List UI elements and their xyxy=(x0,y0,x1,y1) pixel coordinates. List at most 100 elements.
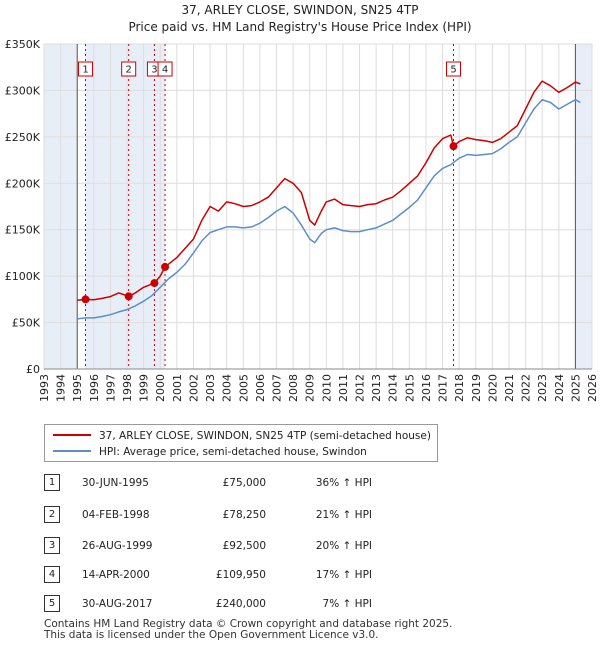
x-tick-label: 2013 xyxy=(370,374,383,402)
x-tick-label: 2008 xyxy=(287,374,300,402)
sale-label: 1 xyxy=(82,65,88,76)
table-row: 5 30-AUG-2017 £240,000 7% ↑ HPI xyxy=(0,595,600,613)
sale-label-border xyxy=(157,61,173,77)
footer-line-2: This data is licensed under the Open Gov… xyxy=(44,629,379,641)
tx-number: 3 xyxy=(44,537,60,554)
legend-label-price: 37, ARLEY CLOSE, SWINDON, SN25 4TP (semi… xyxy=(99,430,431,442)
x-tick-label: 2011 xyxy=(337,374,350,402)
sale-label-box: 2 xyxy=(121,61,137,77)
sale-label-border xyxy=(446,61,462,77)
x-tick-label: 2000 xyxy=(154,374,167,402)
price-paid-line xyxy=(77,80,581,302)
tx-number: 1 xyxy=(44,474,60,491)
footer: Contains HM Land Registry data © Crown c… xyxy=(44,619,452,641)
tx-price: £240,000 xyxy=(215,598,266,610)
tx-price: £92,500 xyxy=(222,540,266,552)
y-tick-label: £50K xyxy=(12,317,41,330)
x-tick-label: 2023 xyxy=(536,374,549,402)
x-tick-label: 2014 xyxy=(387,374,400,402)
tx-number: 5 xyxy=(44,595,60,612)
sale-point xyxy=(449,142,458,151)
tx-hpi: 36% ↑ HPI xyxy=(315,477,372,489)
tx-number: 4 xyxy=(44,566,60,583)
legend-item-price: 37, ARLEY CLOSE, SWINDON, SN25 4TP (semi… xyxy=(53,428,431,444)
x-tick-label: 2009 xyxy=(304,374,317,402)
legend-label-hpi: HPI: Average price, semi-detached house,… xyxy=(99,446,367,458)
tx-date: 30-AUG-2017 xyxy=(82,598,153,610)
sale-label: 3 xyxy=(151,65,157,76)
sale-label-box: 5 xyxy=(446,61,462,77)
x-tick-label: 2015 xyxy=(403,374,416,402)
sale-label-border xyxy=(78,61,94,77)
y-tick-label: £300K xyxy=(5,84,41,97)
x-tick-label: 2021 xyxy=(503,374,516,402)
x-tick-label: 1997 xyxy=(104,374,117,402)
x-tick-label: 1995 xyxy=(71,374,84,402)
legend-swatch-hpi xyxy=(53,450,91,452)
x-tick-label: 2007 xyxy=(270,374,283,402)
x-tick-label: 2019 xyxy=(470,374,483,402)
x-tick-label: 2020 xyxy=(486,374,499,402)
sale-point xyxy=(124,292,133,301)
sale-label-border xyxy=(121,61,137,77)
tx-hpi: 20% ↑ HPI xyxy=(315,540,372,552)
x-tick-label: 2016 xyxy=(420,374,433,402)
x-tick-label: 2012 xyxy=(354,374,367,402)
tx-hpi: 17% ↑ HPI xyxy=(315,569,372,581)
x-tick-label: 2004 xyxy=(221,374,234,402)
x-tick-label: 1996 xyxy=(88,374,101,402)
x-tick-label: 2005 xyxy=(237,374,250,402)
tx-hpi: 21% ↑ HPI xyxy=(315,509,372,521)
y-tick-label: £0 xyxy=(26,363,40,376)
tx-number: 2 xyxy=(44,506,60,523)
x-tick-label: 2024 xyxy=(553,374,566,402)
sale-point xyxy=(150,279,159,288)
tx-date: 14-APR-2000 xyxy=(82,569,150,581)
x-tick-label: 1998 xyxy=(121,374,134,402)
tx-price: £78,250 xyxy=(222,509,266,521)
table-row: 3 26-AUG-1999 £92,500 20% ↑ HPI xyxy=(0,537,600,555)
x-tick-label: 2026 xyxy=(586,374,599,402)
sale-point xyxy=(81,295,90,304)
x-tick-label: 2006 xyxy=(254,374,267,402)
title-line-1: 37, ARLEY CLOSE, SWINDON, SN25 4TP xyxy=(181,3,419,17)
sale-label-box: 1 xyxy=(78,61,94,77)
sale-point xyxy=(161,262,170,271)
table-row: 4 14-APR-2000 £109,950 17% ↑ HPI xyxy=(0,566,600,584)
x-tick-label: 2018 xyxy=(453,374,466,402)
x-tick-label: 2010 xyxy=(320,374,333,402)
forecast-shade xyxy=(575,44,592,369)
x-tick-label: 2002 xyxy=(187,374,200,402)
table-row: 2 04-FEB-1998 £78,250 21% ↑ HPI xyxy=(0,506,600,524)
tx-date: 04-FEB-1998 xyxy=(82,509,150,521)
sale-label-box: 4 xyxy=(157,61,173,77)
legend-item-hpi: HPI: Average price, semi-detached house,… xyxy=(53,444,367,460)
y-tick-label: £200K xyxy=(5,177,41,190)
legend: 37, ARLEY CLOSE, SWINDON, SN25 4TP (semi… xyxy=(44,424,438,462)
x-tick-label: 2017 xyxy=(437,374,450,402)
y-tick-label: £250K xyxy=(5,131,41,144)
tx-price: £109,950 xyxy=(215,569,266,581)
sale-label: 2 xyxy=(126,65,132,76)
chart-title: 37, ARLEY CLOSE, SWINDON, SN25 4TP Price… xyxy=(0,2,600,36)
sale-gap-shade xyxy=(85,44,129,369)
tx-price: £75,000 xyxy=(222,477,266,489)
table-row: 1 30-JUN-1995 £75,000 36% ↑ HPI xyxy=(0,474,600,492)
x-tick-label: 1994 xyxy=(55,374,68,402)
tx-date: 26-AUG-1999 xyxy=(82,540,153,552)
legend-swatch-price xyxy=(53,434,91,436)
sale-gap-shade xyxy=(128,44,155,369)
x-tick-label: 1993 xyxy=(38,374,51,402)
x-tick-label: 1999 xyxy=(138,374,151,402)
tx-date: 30-JUN-1995 xyxy=(82,477,149,489)
sale-label: 5 xyxy=(450,65,456,76)
title-line-2: Price paid vs. HM Land Registry's House … xyxy=(128,20,472,34)
footer-line-1: Contains HM Land Registry data © Crown c… xyxy=(44,618,453,630)
y-tick-label: £150K xyxy=(5,224,41,237)
y-tick-label: £350K xyxy=(5,38,41,51)
sale-label: 4 xyxy=(162,65,168,76)
x-tick-label: 2022 xyxy=(520,374,533,402)
x-tick-label: 2025 xyxy=(569,374,582,402)
tx-hpi: 7% ↑ HPI xyxy=(322,598,372,610)
price-chart: 1 2 3 4 5 £0 £50K £100K £150K £200K £250K £300K £350… xyxy=(5,38,599,402)
